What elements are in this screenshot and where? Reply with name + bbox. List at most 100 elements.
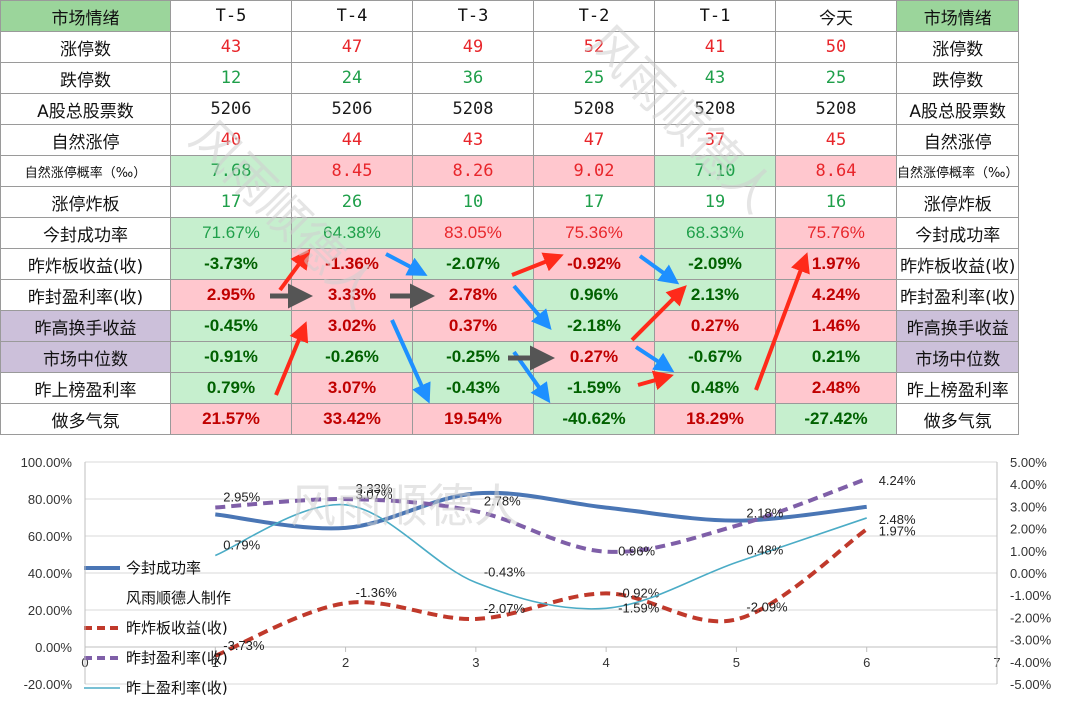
- sentiment-table: 市场情绪 T-5 T-4 T-3 T-2 T-1 今天 市场情绪 涨停数 43 47 49 52 41 50…: [0, 0, 1020, 435]
- column-header: T-2: [533, 0, 655, 32]
- watermark: 风雨顺德人: [290, 479, 520, 533]
- series-line: [215, 476, 868, 554]
- corner-label: 市场情绪: [0, 0, 171, 32]
- x-tick: 6: [863, 655, 870, 670]
- y-right-tick: 0.00%: [1010, 566, 1047, 581]
- value-cell: 36: [412, 62, 534, 94]
- row-label: 做多气氛: [0, 403, 171, 435]
- series-line: [214, 503, 867, 610]
- value-cell: -2.18%: [533, 310, 655, 342]
- value-cell: 19.54%: [412, 403, 534, 435]
- value-cell: 24: [291, 62, 413, 94]
- value-cell: 43: [412, 124, 534, 156]
- value-cell: 52: [533, 31, 655, 63]
- value-cell: 5208: [654, 93, 776, 125]
- table-row: 市场中位数 -0.91% -0.26% -0.25% 0.27% -0.67% 0.21% 市…: [0, 341, 1020, 373]
- legend-label: 昨封盈利率(收): [126, 649, 228, 667]
- value-cell: 0.27%: [654, 310, 776, 342]
- row-label-right: 跌停数: [895, 62, 1020, 94]
- row-label: 自然涨停概率（‰）: [0, 155, 171, 187]
- data-label: 3.07%: [356, 487, 393, 502]
- data-label: 2.18%: [746, 506, 783, 521]
- data-label: -3.73%: [223, 638, 265, 653]
- value-cell: 2.95%: [170, 279, 292, 311]
- value-cell: 47: [533, 124, 655, 156]
- value-cell: 37: [654, 124, 776, 156]
- data-label: 3.33%: [356, 481, 393, 496]
- y-right-tick: 5.00%: [1010, 455, 1047, 470]
- value-cell: 44: [291, 124, 413, 156]
- table-row: 昨封盈利率(收) 2.95% 3.33% 2.78% 0.96% 2.13% 4.24% 昨封…: [0, 279, 1020, 311]
- value-cell: 0.37%: [412, 310, 534, 342]
- value-cell: -1.36%: [291, 248, 413, 280]
- row-label: 昨炸板收益(收): [0, 248, 171, 280]
- value-cell: 40: [170, 124, 292, 156]
- table-row: 自然涨停 40 44 43 47 37 45 自然涨停: [0, 124, 1020, 156]
- table-row: 今封成功率 71.67% 64.38% 83.05% 75.36% 68.33% 75.76…: [0, 217, 1020, 249]
- y-left-tick: 60.00%: [28, 529, 73, 544]
- value-cell: -3.73%: [170, 248, 292, 280]
- value-cell: 45: [775, 124, 897, 156]
- row-label-right: 昨高换手收益: [895, 310, 1020, 342]
- row-label: 昨封盈利率(收): [0, 279, 171, 311]
- column-header: T-5: [170, 0, 292, 32]
- data-label: -0.43%: [484, 565, 526, 580]
- header-row: 市场情绪 T-5 T-4 T-3 T-2 T-1 今天 市场情绪: [0, 0, 1020, 32]
- y-right-tick: -4.00%: [1010, 655, 1052, 670]
- row-label: 涨停炸板: [0, 186, 171, 218]
- value-cell: 8.45: [291, 155, 413, 187]
- data-label: -2.07%: [484, 601, 526, 616]
- row-label: 昨高换手收益: [0, 310, 171, 342]
- maker-note: 风雨顺德人制作: [126, 589, 231, 607]
- x-tick: 2: [342, 655, 349, 670]
- value-cell: -2.09%: [654, 248, 776, 280]
- row-label-right: 自然涨停: [895, 124, 1020, 156]
- value-cell: 1.46%: [775, 310, 897, 342]
- table-row: 昨高换手收益 -0.45% 3.02% 0.37% -2.18% 0.27% 1.46% 昨高…: [0, 310, 1020, 342]
- data-label: -2.09%: [746, 599, 788, 614]
- y-left-tick: 80.00%: [28, 492, 73, 507]
- series-line: [214, 527, 868, 658]
- value-cell: 19: [654, 186, 776, 218]
- table-row: 自然涨停概率（‰） 7.68 8.45 8.26 9.02 7.10 8.64 自然涨停概率（…: [0, 155, 1020, 187]
- value-cell: -0.26%: [291, 341, 413, 373]
- x-tick: 1: [212, 655, 219, 670]
- row-label-right: 昨封盈利率(收): [895, 279, 1020, 311]
- value-cell: 50: [775, 31, 897, 63]
- data-label: -1.36%: [356, 585, 398, 600]
- value-cell: 21.57%: [170, 403, 292, 435]
- row-label-right: 涨停炸板: [895, 186, 1020, 218]
- value-cell: 10: [412, 186, 534, 218]
- row-label: A股总股票数: [0, 93, 171, 125]
- value-cell: 5206: [291, 93, 413, 125]
- row-label: 涨停数: [0, 31, 171, 63]
- column-header: 今天: [775, 0, 897, 32]
- value-cell: 43: [170, 31, 292, 63]
- row-label: 昨上榜盈利率: [0, 372, 171, 404]
- value-cell: 47: [291, 31, 413, 63]
- data-label: -1.59%: [618, 600, 660, 615]
- data-label: 0.79%: [223, 537, 260, 552]
- column-header: T-4: [291, 0, 413, 32]
- value-cell: 1.97%: [775, 248, 897, 280]
- value-cell: 83.05%: [412, 217, 534, 249]
- sentiment-line-chart: 100.00%80.00%60.00%40.00%20.00%0.00%-20.…: [21, 455, 1052, 697]
- table-row: 昨炸板收益(收) -3.73% -1.36% -2.07% -0.92% -2.09% 1.…: [0, 248, 1020, 280]
- value-cell: 9.02: [533, 155, 655, 187]
- value-cell: 2.78%: [412, 279, 534, 311]
- value-cell: -27.42%: [775, 403, 897, 435]
- value-cell: 75.36%: [533, 217, 655, 249]
- value-cell: 8.26: [412, 155, 534, 187]
- value-cell: 75.76%: [775, 217, 897, 249]
- market-sentiment-sheet: 市场情绪 T-5 T-4 T-3 T-2 T-1 今天 市场情绪 涨停数 43 47 49 52 41 50…: [0, 0, 1020, 435]
- y-right-tick: 2.00%: [1010, 522, 1047, 537]
- value-cell: 18.29%: [654, 403, 776, 435]
- table-row: 跌停数 12 24 36 25 43 25 跌停数: [0, 62, 1020, 94]
- value-cell: 5206: [170, 93, 292, 125]
- value-cell: 43: [654, 62, 776, 94]
- data-label: 2.48%: [879, 512, 916, 527]
- value-cell: 3.02%: [291, 310, 413, 342]
- row-label-right: 市场中位数: [895, 341, 1020, 373]
- x-tick: 4: [603, 655, 610, 670]
- value-cell: 3.07%: [291, 372, 413, 404]
